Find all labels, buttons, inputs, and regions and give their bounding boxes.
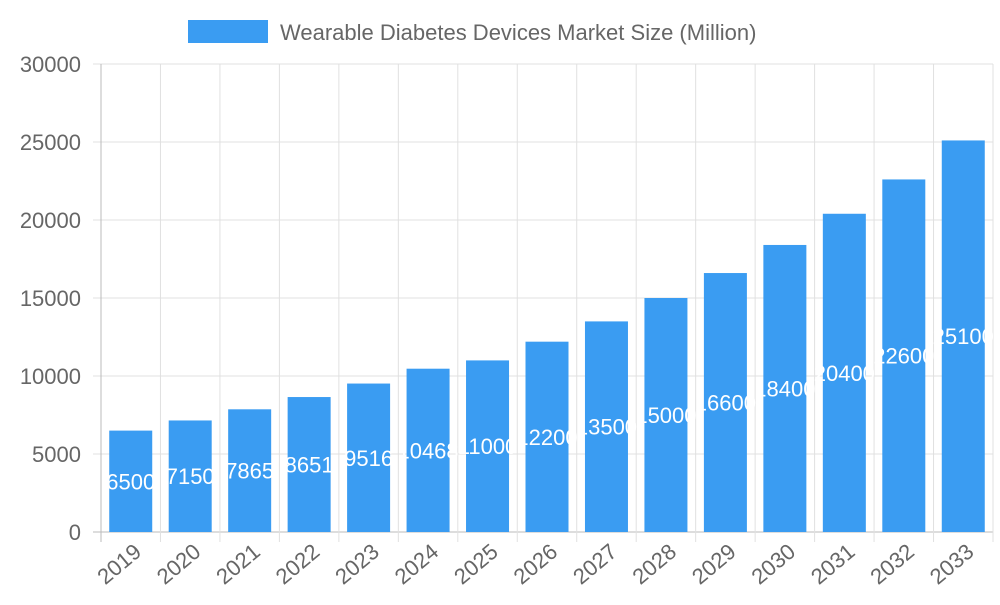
data-label: 10468 bbox=[397, 438, 458, 463]
data-label: 25100 bbox=[933, 324, 994, 349]
x-tick-label: 2028 bbox=[628, 539, 682, 590]
x-tick-label: 2019 bbox=[92, 539, 146, 590]
bar-2030 bbox=[763, 244, 807, 532]
data-label: 8651 bbox=[285, 453, 334, 478]
data-label: 13500 bbox=[576, 415, 637, 440]
bar-2031 bbox=[822, 213, 866, 532]
y-tick-label: 15000 bbox=[20, 286, 81, 311]
data-label: 22600 bbox=[873, 344, 934, 369]
bar-2032 bbox=[882, 179, 926, 532]
x-tick-label: 2023 bbox=[330, 539, 384, 590]
y-tick-label: 5000 bbox=[32, 442, 81, 467]
bar-2021 bbox=[228, 409, 272, 532]
bar-2022 bbox=[287, 397, 331, 532]
x-tick-label: 2027 bbox=[568, 539, 622, 590]
bar-2019 bbox=[109, 430, 153, 532]
x-tick-label: 2026 bbox=[509, 539, 563, 590]
bar-2024 bbox=[406, 368, 450, 532]
data-label: 11000 bbox=[458, 434, 518, 459]
bar-2028 bbox=[644, 298, 688, 532]
bar-2020 bbox=[168, 420, 212, 532]
data-label: 18400 bbox=[754, 376, 815, 401]
bar-2026 bbox=[525, 341, 569, 532]
x-tick-label: 2031 bbox=[806, 539, 860, 590]
y-tick-label: 10000 bbox=[20, 364, 81, 389]
legend-label: Wearable Diabetes Devices Market Size (M… bbox=[280, 20, 756, 45]
x-tick-label: 2033 bbox=[925, 539, 979, 590]
x-tick-label: 2024 bbox=[390, 539, 444, 590]
x-tick-label: 2030 bbox=[747, 539, 801, 590]
data-label: 7150 bbox=[166, 464, 215, 489]
x-tick-label: 2021 bbox=[211, 539, 265, 590]
bar-2029 bbox=[703, 273, 747, 532]
data-label: 16600 bbox=[695, 391, 756, 416]
y-tick-label: 20000 bbox=[20, 208, 81, 233]
data-label: 15000 bbox=[635, 403, 696, 428]
y-tick-label: 25000 bbox=[20, 130, 81, 155]
bar-2023 bbox=[347, 383, 391, 532]
x-tick-label: 2022 bbox=[271, 539, 325, 590]
data-label: 9516 bbox=[344, 446, 393, 471]
data-label: 7865 bbox=[225, 459, 274, 484]
x-tick-label: 2032 bbox=[865, 539, 919, 590]
legend-swatch bbox=[188, 20, 268, 43]
data-label: 6500 bbox=[106, 469, 155, 494]
data-label: 20400 bbox=[814, 361, 875, 386]
bar-2025 bbox=[466, 360, 510, 532]
y-tick-label: 0 bbox=[69, 520, 81, 545]
bar-2033 bbox=[941, 140, 985, 532]
data-label: 12200 bbox=[516, 425, 577, 450]
x-tick-label: 2025 bbox=[449, 539, 503, 590]
y-tick-label: 30000 bbox=[20, 52, 81, 77]
bar-2027 bbox=[584, 321, 628, 532]
x-tick-label: 2020 bbox=[152, 539, 206, 590]
x-tick-label: 2029 bbox=[687, 539, 741, 590]
